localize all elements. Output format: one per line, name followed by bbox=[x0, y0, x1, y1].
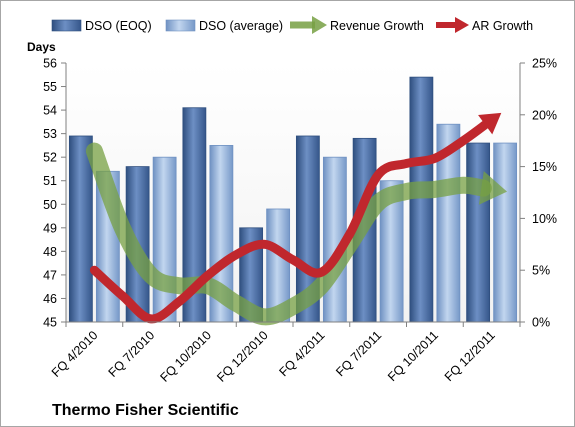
right-axis-tick-label: 10% bbox=[532, 212, 557, 226]
x-axis: FQ 4/2010 FQ 7/2010 FQ 10/2010 FQ 12/2010 FQ… bbox=[49, 321, 521, 385]
legend-label-dso-average: DSO (average) bbox=[199, 19, 283, 33]
left-axis-tick-label: 50 bbox=[43, 198, 57, 212]
bar-dso-average bbox=[152, 156, 177, 323]
left-axis-tick-label: 56 bbox=[43, 57, 57, 71]
right-axis-tick-label: 20% bbox=[532, 108, 557, 122]
left-axis-tick-label: 46 bbox=[43, 292, 57, 306]
left-axis-tick-label: 45 bbox=[43, 316, 57, 330]
legend-label-ar-growth: AR Growth bbox=[472, 19, 533, 33]
x-axis-tick-label: FQ 4/2010 bbox=[49, 328, 101, 380]
left-axis-tick-label: 51 bbox=[43, 174, 57, 188]
bar-dso-eoq bbox=[466, 142, 491, 323]
left-axis: 45 46 47 48 49 50 51 52 53 54 55 56 bbox=[43, 57, 67, 330]
right-axis-tick-label: 15% bbox=[532, 160, 557, 174]
right-axis-tick-label: 25% bbox=[532, 57, 557, 71]
legend-swatch-dso-eoq bbox=[51, 19, 82, 32]
left-axis-tick-label: 48 bbox=[43, 245, 57, 259]
legend-label-dso-eoq: DSO (EOQ) bbox=[85, 19, 152, 33]
arrowhead-revenue-growth bbox=[478, 171, 508, 205]
legend-swatch-dso-average bbox=[165, 19, 196, 32]
right-axis-tick-label: 0% bbox=[532, 316, 550, 330]
legend: DSO (EOQ) DSO (average) Revenue Growth A… bbox=[51, 16, 533, 34]
x-axis-tick-label: FQ 12/2011 bbox=[442, 328, 498, 384]
growth-lines bbox=[85, 112, 508, 326]
left-axis-tick-label: 54 bbox=[43, 104, 57, 118]
chart-title: Thermo Fisher Scientific bbox=[52, 402, 239, 419]
right-axis: 0% 5% 10% 15% 20% 25% bbox=[519, 57, 557, 330]
line-revenue-growth bbox=[85, 142, 492, 326]
legend-arrow-ar-growth bbox=[436, 17, 469, 33]
legend-arrow-revenue-growth bbox=[290, 16, 327, 34]
right-axis-tick-label: 5% bbox=[532, 264, 550, 278]
left-axis-tick-label: 55 bbox=[43, 80, 57, 94]
x-axis-tick-label: FQ 10/2010 bbox=[157, 328, 214, 385]
line-ar-growth bbox=[89, 119, 492, 324]
x-axis-tick-label: FQ 7/2011 bbox=[333, 328, 384, 379]
x-axis-tick-label: FQ 4/2011 bbox=[276, 328, 327, 379]
bar-dso-average bbox=[493, 142, 518, 323]
arrowhead-ar-growth bbox=[478, 112, 502, 135]
legend-label-revenue-growth: Revenue Growth bbox=[330, 19, 424, 33]
x-axis-tick-label: FQ 12/2010 bbox=[214, 328, 271, 385]
left-axis-title: Days bbox=[27, 40, 56, 54]
bar-dso-eoq bbox=[68, 135, 93, 323]
left-axis-tick-label: 52 bbox=[43, 151, 57, 165]
x-axis-tick-label: FQ 10/2011 bbox=[385, 328, 441, 384]
bar-dso-eoq bbox=[409, 76, 434, 323]
left-axis-tick-label: 47 bbox=[43, 268, 57, 282]
left-axis-tick-label: 53 bbox=[43, 127, 57, 141]
left-axis-tick-label: 49 bbox=[43, 221, 57, 235]
x-axis-tick-label: FQ 7/2010 bbox=[106, 328, 158, 380]
